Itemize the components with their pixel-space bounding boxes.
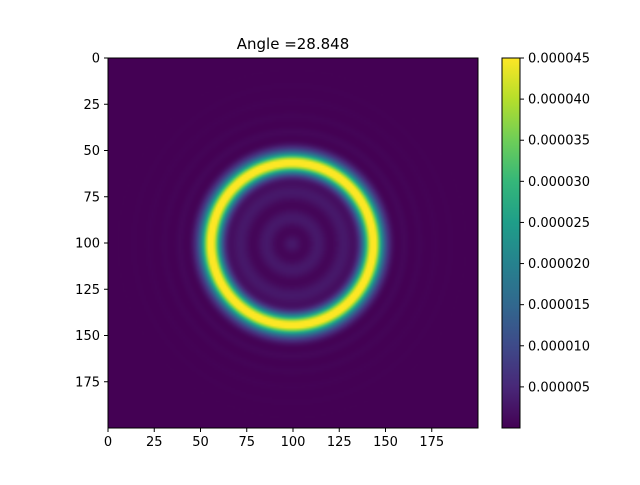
colorbar: 0.000005 0.000010 0.000015 0.000020 0.000025… [501, 52, 590, 429]
y-tick-label: 125 [75, 283, 100, 298]
chart-title: Angle =28.848 [237, 35, 350, 53]
y-tick-label: 75 [83, 190, 100, 205]
colorbar-tick-label: 0.000040 [528, 93, 590, 108]
x-tick-label: 100 [281, 435, 306, 450]
y-tick-label: 0 [92, 52, 100, 67]
colorbar-frame [501, 57, 521, 429]
x-tick-label: 150 [373, 435, 398, 450]
y-tick-label: 25 [83, 98, 100, 113]
colorbar-tick-label: 0.000010 [528, 339, 590, 354]
colorbar-tick-label: 0.000030 [528, 175, 590, 190]
colorbar-tick-label: 0.000025 [528, 216, 590, 231]
y-tick-label: 150 [75, 329, 100, 344]
colorbar-tick-label: 0.000035 [528, 134, 590, 149]
colorbar-gradient [502, 58, 520, 428]
colorbar-tick-label: 0.000005 [528, 380, 590, 395]
y-tick-label: 50 [83, 144, 100, 159]
x-tick-label: 0 [104, 435, 112, 450]
x-axis: 0 25 50 75 100 125 150 175 [104, 428, 444, 450]
y-tick-label: 100 [75, 237, 100, 252]
colorbar-tick-label: 0.000015 [528, 298, 590, 313]
x-tick-label: 125 [327, 435, 352, 450]
x-tick-label: 25 [146, 435, 163, 450]
colorbar-tick-label: 0.000045 [528, 52, 590, 67]
x-tick-label: 75 [238, 435, 255, 450]
y-tick-label: 175 [75, 375, 100, 390]
plot-area [108, 58, 478, 428]
colorbar-tick-label: 0.000020 [528, 257, 590, 272]
y-axis: 0 25 50 75 100 125 150 175 [75, 52, 108, 390]
x-tick-label: 175 [419, 435, 444, 450]
heatmap-image [108, 58, 478, 428]
x-tick-label: 50 [192, 435, 209, 450]
